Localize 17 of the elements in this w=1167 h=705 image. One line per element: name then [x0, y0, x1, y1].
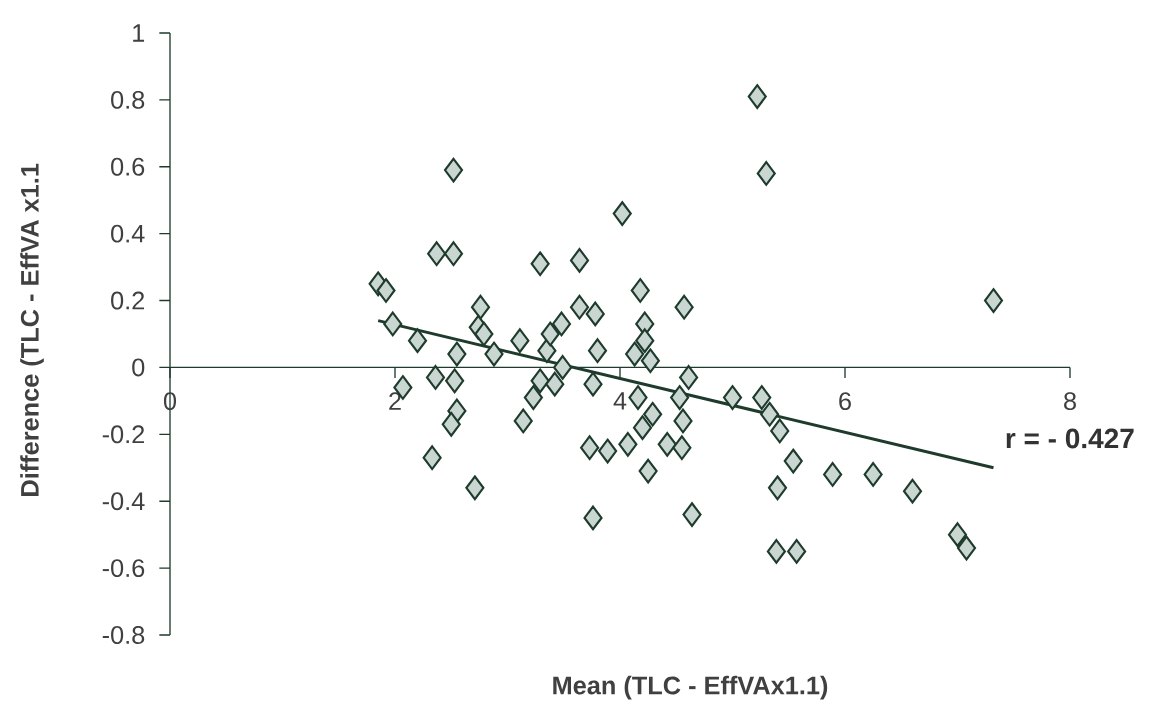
x-tick-label: 8: [1064, 392, 1076, 411]
x-tick-label: 2: [389, 392, 401, 410]
x-tick-label: 4: [613, 392, 627, 410]
y-tick-label: 0.2: [111, 291, 145, 310]
y-tick-label: 0: [132, 358, 145, 377]
y-tick-label: -0.2: [102, 425, 145, 444]
y-tick-label: -0.6: [102, 559, 145, 578]
y-tick-label: -0.8: [102, 626, 145, 644]
x-axis-title: Mean (TLC - EffVAx1.1): [553, 675, 828, 700]
y-tick-label: 0.8: [111, 90, 145, 109]
y-tick-label: 1: [133, 24, 145, 42]
y-axis-title: Difference (TLC - EffVA x1.1: [20, 163, 44, 496]
y-tick-label: 0.6: [111, 157, 145, 176]
y-tick-label: -0.4: [102, 492, 145, 511]
x-tick-label: 6: [839, 392, 851, 411]
annotation: r = - 0.427: [1006, 428, 1134, 449]
y-tick-label: 0.4: [111, 224, 145, 243]
